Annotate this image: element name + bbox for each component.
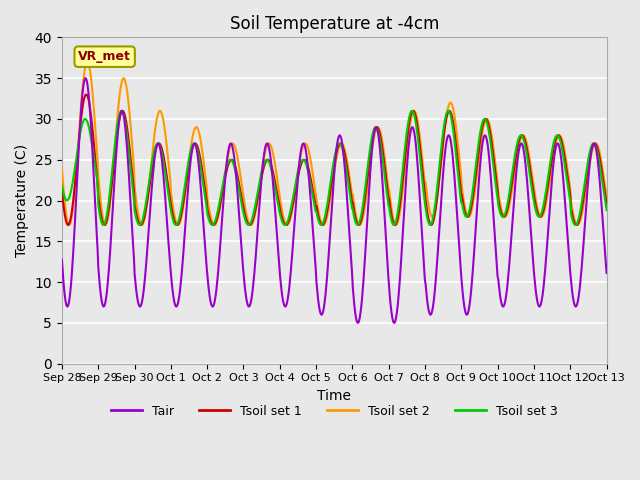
Legend: Tair, Tsoil set 1, Tsoil set 2, Tsoil set 3: Tair, Tsoil set 1, Tsoil set 2, Tsoil se… <box>106 400 563 423</box>
Tsoil set 1 <box>180 192 188 197</box>
Tsoil set 3 <box>417 157 424 163</box>
Tair <box>418 228 426 234</box>
Tsoil set 1 <box>125 136 132 142</box>
Tsoil set 2 <box>392 222 400 228</box>
Tsoil set 2 <box>402 157 410 163</box>
Tsoil set 1 <box>83 92 90 97</box>
Line: Tsoil set 1: Tsoil set 1 <box>62 95 607 225</box>
Line: Tair: Tair <box>62 78 607 323</box>
Tair <box>603 270 611 276</box>
Tsoil set 1 <box>603 201 611 207</box>
Tsoil set 3 <box>58 183 66 189</box>
Tsoil set 3 <box>124 139 132 145</box>
Tsoil set 3 <box>603 207 611 213</box>
Tsoil set 2 <box>418 151 426 156</box>
Tsoil set 1 <box>137 222 145 228</box>
Tsoil set 1 <box>68 209 76 215</box>
Tair <box>402 180 410 185</box>
Tair <box>125 168 132 173</box>
Tsoil set 3 <box>68 184 76 190</box>
Y-axis label: Temperature (C): Temperature (C) <box>15 144 29 257</box>
Tsoil set 2 <box>58 166 66 171</box>
Tair <box>180 243 188 249</box>
Tsoil set 1 <box>209 222 217 228</box>
Tsoil set 1 <box>402 147 410 153</box>
Tsoil set 2 <box>68 214 76 220</box>
Line: Tsoil set 2: Tsoil set 2 <box>62 62 607 225</box>
Tair <box>58 257 66 263</box>
Tair <box>209 304 216 310</box>
Tsoil set 1 <box>418 161 426 167</box>
Tsoil set 3 <box>208 222 216 228</box>
Text: VR_met: VR_met <box>78 50 131 63</box>
Tair <box>68 272 76 278</box>
Tsoil set 1 <box>58 188 66 194</box>
Tsoil set 3 <box>444 108 452 114</box>
Tsoil set 3 <box>426 222 434 228</box>
Title: Soil Temperature at -4cm: Soil Temperature at -4cm <box>230 15 439 33</box>
Tsoil set 3 <box>179 194 187 200</box>
Tsoil set 2 <box>603 194 611 200</box>
Tsoil set 2 <box>84 59 92 65</box>
Tsoil set 2 <box>125 100 132 106</box>
Tair <box>355 320 362 326</box>
Tair <box>81 75 89 81</box>
Tsoil set 2 <box>209 220 216 226</box>
Line: Tsoil set 3: Tsoil set 3 <box>62 111 607 225</box>
X-axis label: Time: Time <box>317 389 351 403</box>
Tsoil set 3 <box>401 151 408 156</box>
Tsoil set 2 <box>180 200 188 205</box>
